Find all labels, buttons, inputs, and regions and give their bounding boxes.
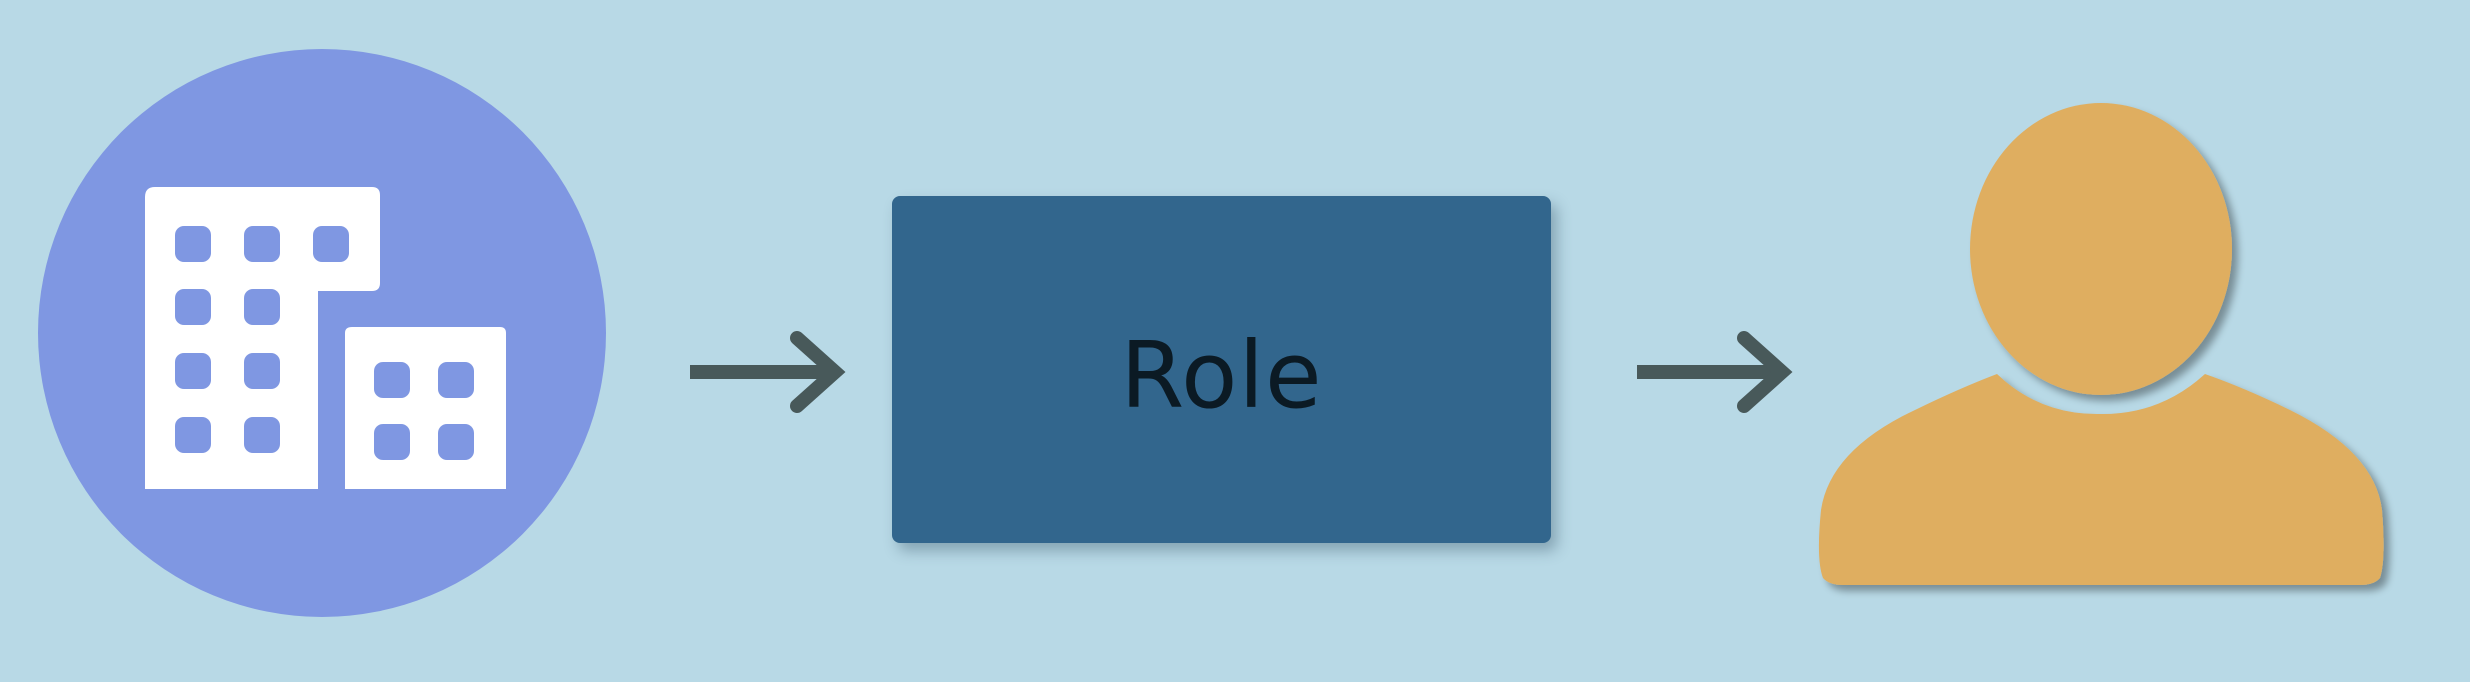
user-icon xyxy=(1818,103,2384,585)
organization-node xyxy=(38,49,606,617)
building-icon xyxy=(145,187,506,489)
arrow-organization-to-role xyxy=(690,331,846,413)
role-label: Role xyxy=(1120,322,1323,429)
arrow-role-to-user xyxy=(1637,331,1793,413)
role-node: Role xyxy=(892,196,1551,543)
organization-circle xyxy=(38,49,606,617)
